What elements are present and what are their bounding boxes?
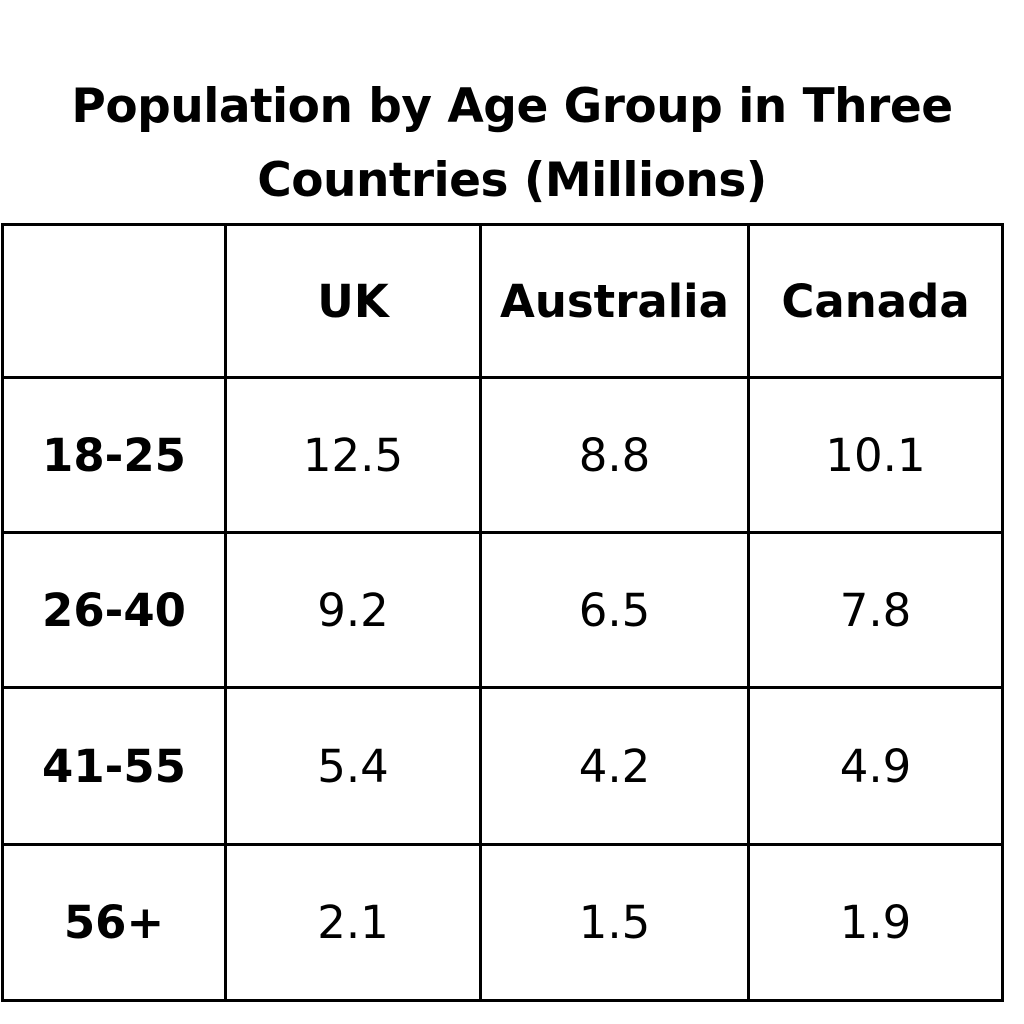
table-row: 26-40 9.2 6.5 7.8 bbox=[1, 531, 1004, 689]
value-cell: 4.2 bbox=[479, 686, 750, 846]
value-cell: 9.2 bbox=[224, 531, 482, 689]
column-header-canada: Canada bbox=[747, 223, 1004, 379]
value-cell: 10.1 bbox=[747, 376, 1004, 534]
corner-header-cell bbox=[1, 223, 227, 379]
value-cell: 6.5 bbox=[479, 531, 750, 689]
table-title: Population by Age Group in Three Countri… bbox=[71, 79, 953, 208]
row-header-cell: 26-40 bbox=[1, 531, 227, 689]
value-cell: 4.9 bbox=[747, 686, 1004, 846]
value-cell: 12.5 bbox=[224, 376, 482, 534]
row-header-cell: 41-55 bbox=[1, 686, 227, 846]
column-header-australia: Australia bbox=[479, 223, 750, 379]
column-header-uk: UK bbox=[224, 223, 482, 379]
value-cell: 8.8 bbox=[479, 376, 750, 534]
table-row: 18-25 12.5 8.8 10.1 bbox=[1, 376, 1004, 534]
value-cell: 7.8 bbox=[747, 531, 1004, 689]
value-cell: 1.5 bbox=[479, 843, 750, 1002]
value-cell: 1.9 bbox=[747, 843, 1004, 1002]
row-header-cell: 56+ bbox=[1, 843, 227, 1002]
data-table-container: UK Australia Canada 18-25 12.5 8.8 10.1 … bbox=[1, 223, 1004, 1002]
value-cell: 5.4 bbox=[224, 686, 482, 846]
table-row: 41-55 5.4 4.2 4.9 bbox=[1, 686, 1004, 846]
data-table: UK Australia Canada 18-25 12.5 8.8 10.1 … bbox=[1, 223, 1004, 1002]
header-row: UK Australia Canada bbox=[1, 223, 1004, 379]
row-header-cell: 18-25 bbox=[1, 376, 227, 534]
value-cell: 2.1 bbox=[224, 843, 482, 1002]
table-row: 56+ 2.1 1.5 1.9 bbox=[1, 843, 1004, 1002]
